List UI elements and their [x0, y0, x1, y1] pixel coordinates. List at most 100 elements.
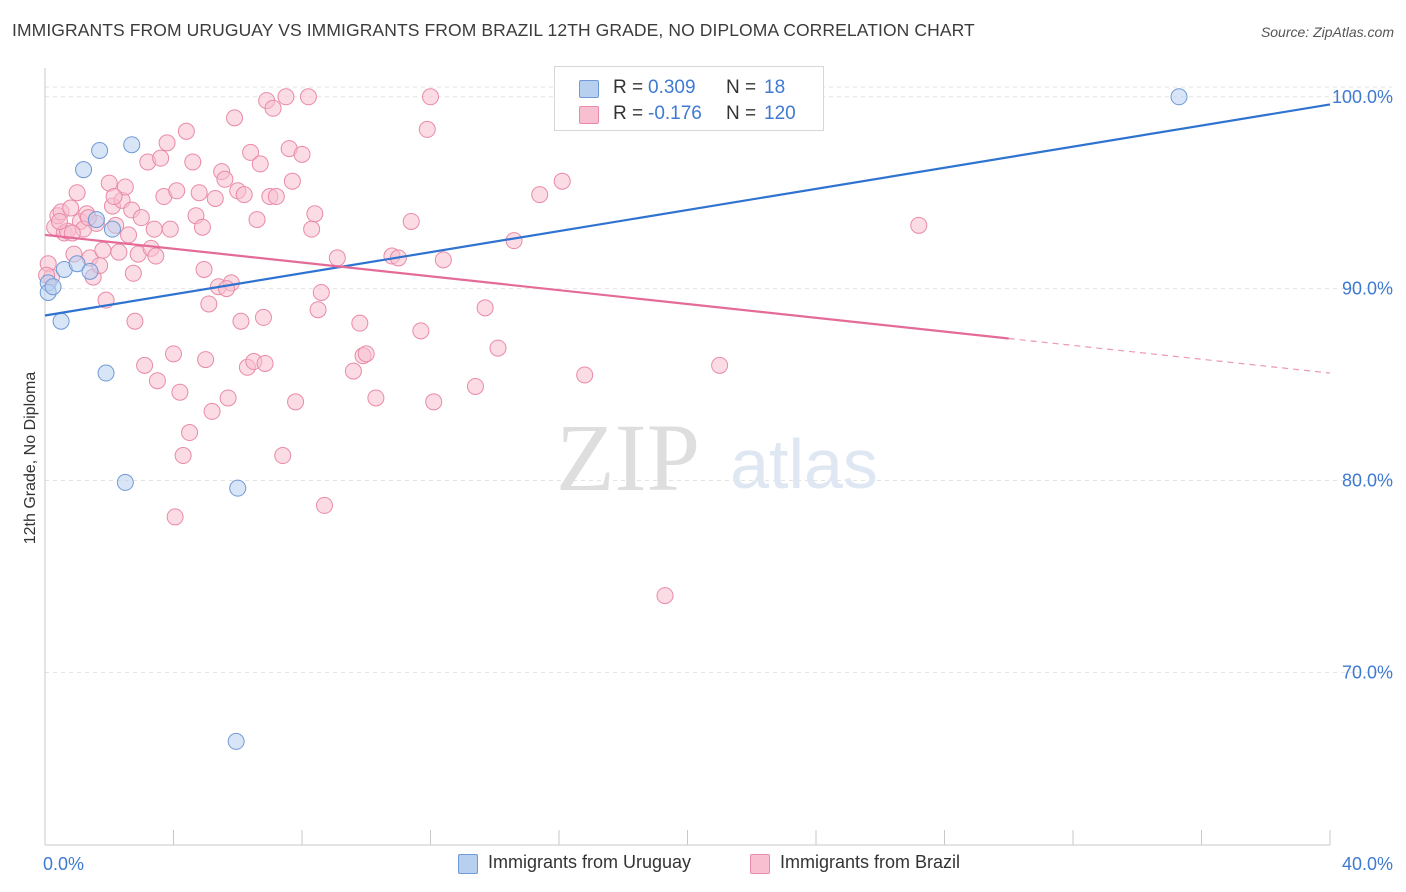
brazil-point-92	[418, 120, 436, 138]
uruguay-point-10	[97, 364, 115, 382]
brazil-point-110	[105, 188, 123, 206]
brazil-point-79	[303, 220, 321, 238]
trendline-brazil	[44, 233, 1009, 340]
brazil-point-45	[184, 153, 202, 171]
brazil-point-47	[190, 184, 208, 202]
brazil-point-39	[165, 345, 182, 363]
bottom-legend-swatch-brazil	[750, 854, 770, 874]
brazil-point-115	[218, 280, 236, 298]
bottom-legend-label-uruguay: Immigrants from Uruguay	[488, 852, 692, 872]
brazil-point-56	[219, 389, 237, 407]
brazil-point-107	[50, 212, 68, 230]
brazil-point-93	[422, 88, 439, 106]
bottom-legend-swatch-uruguay	[458, 854, 478, 874]
y-tick-label-1: 80.0%	[1342, 470, 1393, 490]
y-tick-label-2: 90.0%	[1342, 279, 1393, 299]
uruguay-point-17	[1170, 88, 1188, 106]
brazil-point-87	[367, 389, 385, 407]
brazil-point-97	[476, 299, 494, 317]
uruguay-point-3	[52, 312, 70, 330]
brazil-point-72	[274, 447, 292, 465]
brazil-point-98	[489, 339, 507, 357]
brazil-point-77	[293, 145, 311, 163]
brazil-point-116	[256, 354, 274, 372]
uruguay-point-2	[44, 278, 62, 296]
watermark: ZIP atlas	[556, 404, 878, 511]
trendline-brazil-extrapolated	[1008, 337, 1331, 374]
brazil-point-9	[68, 184, 86, 202]
brazil-point-49	[197, 351, 215, 369]
brazil-point-75	[283, 172, 301, 190]
brazil-point-71	[267, 188, 285, 206]
source-credit: Source: ZipAtlas.com	[1260, 24, 1394, 40]
brazil-point-117	[306, 205, 324, 223]
brazil-point-81	[312, 283, 330, 301]
brazil-point-67	[254, 308, 272, 326]
brazil-point-70	[264, 99, 282, 117]
brazil-point-60	[232, 312, 250, 330]
watermark-zip: ZIP	[556, 404, 700, 511]
brazil-point-55	[216, 170, 234, 188]
uruguay-point-7	[81, 262, 99, 280]
x-tick-label-max: 40.0%	[1342, 854, 1393, 874]
brazil-point-58	[226, 109, 244, 127]
legend-row-uruguay: R = 0.309 N = 18	[555, 75, 823, 101]
legend-n-label: N =	[726, 103, 757, 124]
brazil-point-96	[466, 377, 484, 395]
brazil-point-102	[576, 366, 594, 384]
brazil-point-61	[235, 186, 253, 204]
legend-r-value-brazil: -0.176	[648, 103, 702, 124]
legend-row-brazil: R = -0.176 N = 120	[555, 101, 823, 127]
correlation-legend: R = 0.309 N = 18 R = -0.176 N = 120	[554, 66, 824, 131]
brazil-point-37	[158, 134, 176, 152]
brazil-point-118	[344, 362, 362, 380]
brazil-point-114	[195, 260, 213, 278]
brazil-point-86	[357, 345, 375, 363]
brazil-point-33	[145, 220, 163, 238]
brazil-point-43	[177, 122, 195, 140]
uruguay-points	[39, 88, 1188, 750]
brazil-point-76	[287, 393, 305, 411]
brazil-point-82	[315, 496, 333, 514]
uruguay-point-5	[68, 255, 86, 273]
axes	[44, 68, 1331, 846]
brazil-point-51	[203, 402, 221, 420]
chart-title: IMMIGRANTS FROM URUGUAY VS IMMIGRANTS FR…	[12, 20, 975, 40]
brazil-point-112	[147, 247, 165, 265]
brazil-point-105	[910, 216, 928, 234]
x-tick-label-min: 0.0%	[43, 854, 84, 874]
brazil-point-94	[425, 393, 443, 411]
brazil-point-80	[309, 301, 327, 319]
brazil-point-83	[328, 249, 346, 267]
y-tick-label-0: 70.0%	[1342, 662, 1393, 682]
brazil-point-44	[181, 424, 199, 442]
brazil-point-35	[152, 149, 170, 167]
brazil-point-42	[174, 447, 192, 465]
brazil-point-90	[402, 212, 420, 230]
legend-r-label: R =	[613, 103, 644, 124]
trendline-uruguay	[44, 103, 1331, 317]
legend-r-label: R =	[613, 77, 644, 98]
brazil-point-66	[251, 155, 269, 173]
brazil-point-111	[124, 264, 142, 282]
legend-n-value-uruguay: 18	[764, 77, 786, 98]
legend-r-value-uruguay: 0.309	[648, 77, 696, 98]
uruguay-point-6	[75, 161, 93, 179]
brazil-point-41	[171, 383, 189, 401]
brazil-point-78	[299, 88, 317, 106]
grid-lines	[45, 86, 1392, 673]
uruguay-point-11	[103, 220, 121, 238]
tick-labels: 70.0% 80.0% 90.0% 100.0% 0.0% 40.0%	[43, 87, 1393, 874]
brazil-point-48	[193, 218, 211, 236]
brazil-point-104	[711, 356, 729, 374]
brazil-point-22	[110, 243, 128, 261]
brazil-point-113	[166, 508, 184, 526]
brazil-point-40	[168, 182, 186, 200]
brazil-point-25	[120, 226, 138, 244]
brazil-point-91	[412, 322, 430, 340]
uruguay-point-13	[123, 136, 141, 154]
brazil-point-99	[505, 232, 523, 250]
brazil-point-17	[94, 241, 112, 259]
brazil-point-103	[656, 587, 674, 605]
